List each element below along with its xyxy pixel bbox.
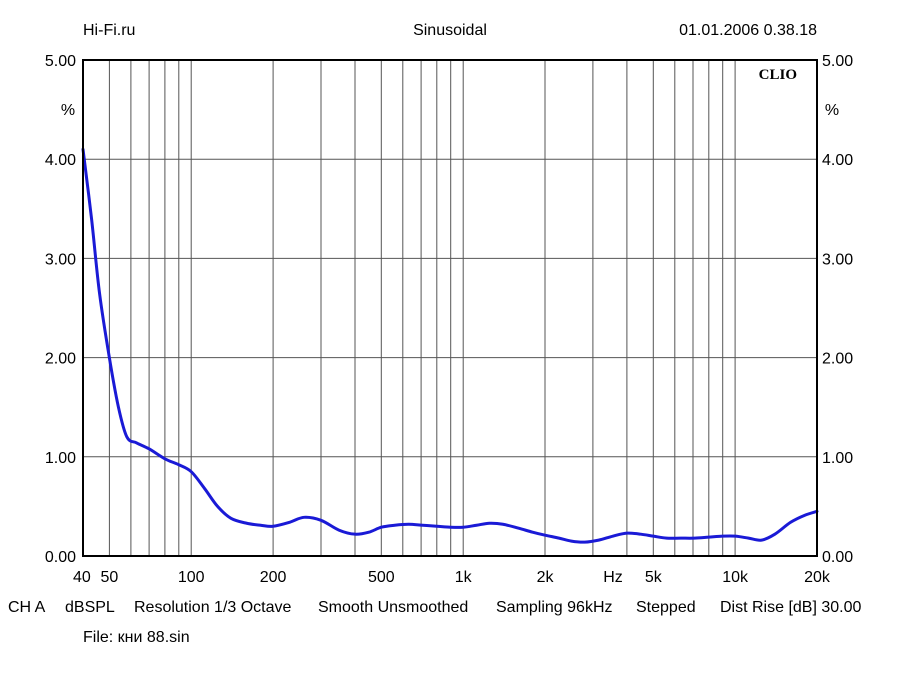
y-tick-label-right: 4.00 [822,152,853,169]
x-tick-label: 20k [804,569,831,586]
plot-frame [82,59,818,557]
y-tick-labels-left: 0.00 1.00 2.00 3.00 4.00 5.00 [45,53,76,566]
x-tick-labels: 40 50 100 200 500 1k 2k 5k 10k 20k [73,569,831,586]
x-tick-label: 1k [455,569,473,586]
x-tick-label: 100 [178,569,205,586]
x-unit-label: Hz [603,569,623,586]
y-tick-label-left: 1.00 [45,450,76,467]
x-tick-label: 2k [537,569,555,586]
thd-curve [81,147,819,544]
footer-dist-rise: Dist Rise [dB] 30.00 [720,599,862,616]
footer-mode: Stepped [636,599,696,616]
x-tick-label: 500 [368,569,395,586]
x-tick-label: 200 [260,569,287,586]
y-tick-label-left: 4.00 [45,152,76,169]
footer-file: File: кни 88.sin [83,629,190,646]
y-tick-label-right: 2.00 [822,351,853,368]
header-datetime: 01.01.2006 0.38.18 [679,22,817,39]
footer-unit: dBSPL [65,599,115,616]
y-tick-label-left: 2.00 [45,351,76,368]
footer-sampling: Sampling 96kHz [496,599,613,616]
header-title: Sinusoidal [413,22,487,39]
y-tick-label-left: 0.00 [45,549,76,566]
y-unit-right: % [825,102,839,119]
x-tick-label: 40 [73,569,91,586]
y-tick-label-left: 3.00 [45,251,76,268]
y-tick-label-right: 0.00 [822,549,853,566]
x-tick-label: 10k [722,569,749,586]
y-unit-left: % [61,102,75,119]
footer-smooth: Smooth Unsmoothed [318,599,468,616]
x-tick-label: 5k [645,569,663,586]
y-tick-label-right: 3.00 [822,251,853,268]
x-tick-label: 50 [100,569,118,586]
clio-brand: CLIO [759,67,797,83]
grid-layer [83,59,817,557]
footer-resolution: Resolution 1/3 Octave [134,599,292,616]
y-tick-label-left: 5.00 [45,53,76,70]
y-tick-label-right: 5.00 [822,53,853,70]
header-site: Hi-Fi.ru [83,22,135,39]
footer-channel: CH A [8,599,46,616]
y-tick-label-right: 1.00 [822,450,853,467]
y-tick-labels-right: 0.00 1.00 2.00 3.00 4.00 5.00 [822,53,853,566]
